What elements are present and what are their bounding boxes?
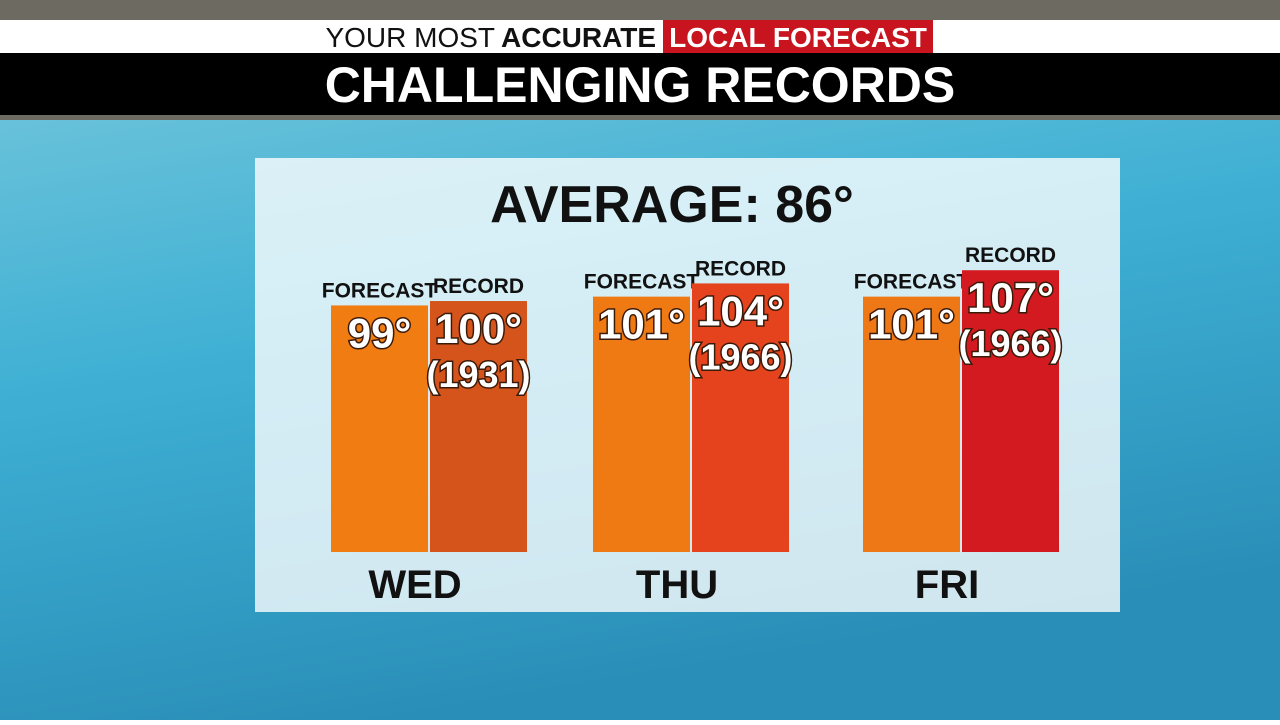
value-label: 100° (435, 305, 522, 352)
tagline: ACCURATE (501, 22, 656, 53)
tagline-box (663, 20, 933, 53)
value-label: 104° (697, 287, 784, 334)
bar (863, 296, 960, 552)
x-tick-label: WED (368, 563, 461, 607)
x-tick-label: FRI (915, 563, 979, 607)
series-label: FORECAST (322, 279, 438, 302)
bar (593, 296, 690, 552)
chart-title: CHALLENGING RECORDS (325, 57, 956, 113)
record-year: (1966) (958, 323, 1062, 364)
bar (692, 283, 789, 552)
title-bar (0, 53, 1280, 115)
bar (331, 305, 428, 552)
record-year: (1931) (426, 354, 530, 395)
tagline: YOUR MOST (325, 22, 495, 53)
tagline: LOCAL FORECAST (669, 22, 927, 53)
bar (430, 301, 527, 552)
series-label: FORECAST (584, 271, 700, 294)
tagline-bar (0, 20, 1280, 53)
series-label: RECORD (433, 275, 524, 298)
value-label: 99° (348, 309, 412, 356)
bar (962, 270, 1059, 552)
series-label: RECORD (695, 257, 786, 280)
value-label: 101° (598, 301, 685, 348)
record-year: (1966) (688, 336, 792, 377)
value-label: 107° (967, 274, 1054, 321)
chart-subtitle: AVERAGE: 86° (490, 176, 854, 234)
series-label: FORECAST (854, 271, 970, 294)
series-label: RECORD (965, 244, 1056, 267)
value-label: 101° (868, 301, 955, 348)
x-tick-label: THU (636, 563, 718, 607)
